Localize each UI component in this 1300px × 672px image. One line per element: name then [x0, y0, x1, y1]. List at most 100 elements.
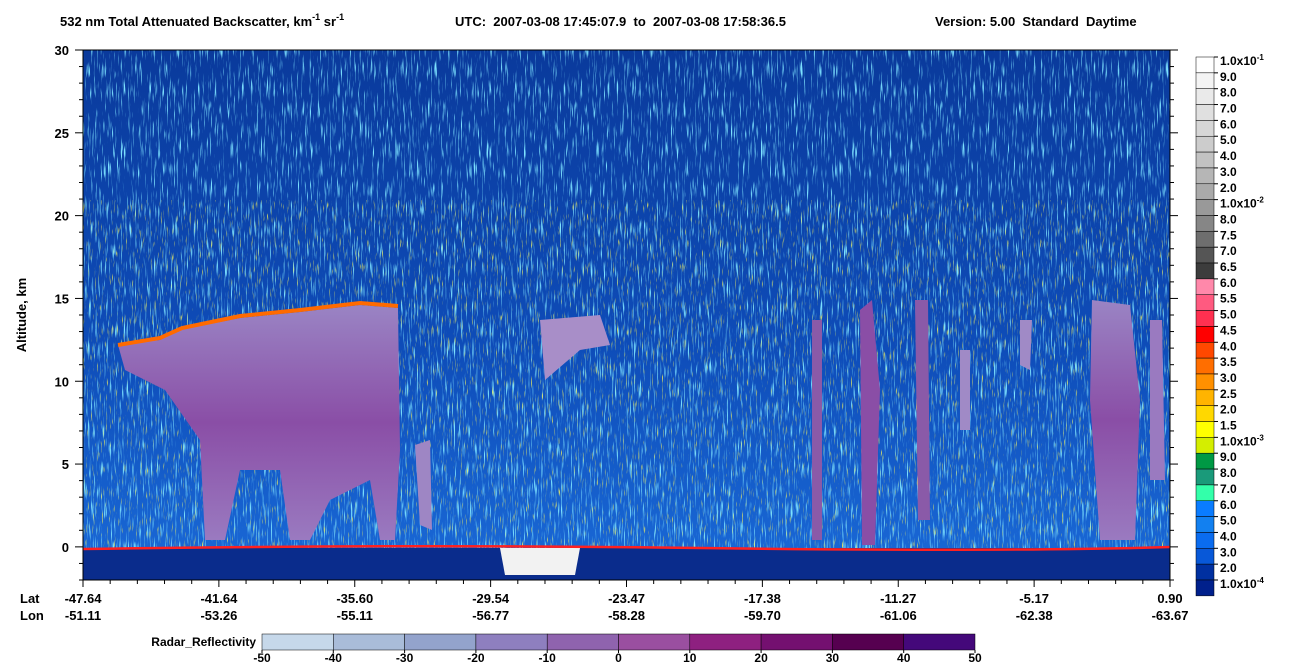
backscatter-image [83, 50, 1170, 580]
colorbar-cell [1195, 88, 1215, 105]
x-tick-label: -62.38 [1016, 608, 1053, 623]
x-tick-label: -63.67 [1152, 608, 1189, 623]
colorbar-cell [1195, 500, 1215, 517]
radar-colorbar-label: -30 [396, 651, 414, 665]
y-tick-label: 15 [55, 291, 69, 306]
radar-colorbar-label: 40 [897, 651, 911, 665]
colorbar-cell [1195, 183, 1215, 200]
colorbar-label: 7.0 [1220, 244, 1237, 258]
y-tick-label: 20 [55, 209, 69, 224]
radar-colorbar-cell [618, 633, 691, 651]
y-axis-label: Altitude, km [14, 278, 29, 352]
radar-colorbar-label: -50 [253, 651, 271, 665]
colorbar-cell [1195, 167, 1215, 185]
colorbar-cell [1195, 278, 1215, 295]
radar-colorbar-cell [404, 633, 477, 651]
colorbar-label: 3.0 [1220, 545, 1237, 559]
cloud [860, 300, 880, 545]
radar-colorbar-label: 20 [754, 651, 768, 665]
colorbar-cell [1195, 579, 1215, 597]
cloud [812, 320, 822, 540]
cloud [1090, 300, 1140, 540]
colorbar-cell [1195, 151, 1215, 169]
cloud-edge [117, 300, 399, 347]
x-tick-label: -61.06 [880, 608, 917, 623]
colorbar-label: 1.0x10-2 [1220, 196, 1264, 211]
colorbar-label: 5.0 [1220, 308, 1237, 322]
colorbar-label: 9.0 [1220, 70, 1237, 84]
colorbar-cell [1195, 72, 1215, 89]
chart-title: 532 nm Total Attenuated Backscatter, km-… [60, 12, 344, 29]
colorbar-cell [1195, 56, 1215, 74]
colorbar-cell [1195, 120, 1215, 137]
x-tick-label: -35.60 [336, 591, 373, 606]
y-tick-label: 10 [55, 374, 69, 389]
x-tick-label: -58.28 [608, 608, 645, 623]
colorbar-label: 6.0 [1220, 117, 1237, 131]
version-label: Version: 5.00 Standard Daytime [935, 14, 1137, 29]
colorbar-label: 2.0 [1220, 403, 1237, 417]
cloud [915, 300, 930, 520]
colorbar-label: 5.0 [1220, 514, 1237, 528]
cloud [118, 305, 400, 540]
radar-colorbar-cell [760, 633, 833, 651]
colorbar-label-base: 1.0x10 [1220, 577, 1257, 591]
colorbar-label: 2.0 [1220, 181, 1237, 195]
x-tick-label: -51.11 [65, 608, 101, 623]
colorbar-cell [1195, 310, 1215, 327]
surface-signal [500, 548, 580, 575]
colorbar-label-base: 1.0x10 [1220, 434, 1257, 448]
x-tick-label: -56.77 [472, 608, 509, 623]
colorbar-label: 7.0 [1220, 482, 1237, 496]
colorbar-label: 5.0 [1220, 133, 1237, 147]
colorbar-cell [1195, 342, 1215, 359]
x-tick-label: -47.64 [65, 591, 103, 606]
colorbar-cell [1195, 563, 1215, 581]
colorbar-label: 9.0 [1220, 450, 1237, 464]
colorbar-label-base: 1.0x10 [1220, 54, 1257, 68]
y-tick-label: 5 [62, 457, 69, 472]
colorbar-label: 4.0 [1220, 149, 1237, 163]
colorbar-label: 5.5 [1220, 292, 1237, 306]
cloud [540, 315, 610, 380]
colorbar-cell [1195, 532, 1215, 549]
radar-colorbar-cell [475, 633, 548, 651]
x-row-name: Lat [20, 591, 40, 606]
radar-colorbar-label: -40 [325, 651, 343, 665]
colorbar-cell [1195, 326, 1215, 343]
colorbar-cell [1195, 548, 1215, 565]
colorbar-label: 2.0 [1220, 561, 1237, 575]
x-tick-label: -53.26 [200, 608, 237, 623]
radar-colorbar-label: 50 [968, 651, 982, 665]
colorbar-cell [1195, 199, 1215, 216]
cloud [1020, 320, 1032, 370]
colorbar-label: 7.0 [1220, 102, 1237, 116]
colorbar-cell [1195, 294, 1215, 311]
colorbar-label: 7.5 [1220, 228, 1237, 242]
colorbar-label-exp: -2 [1257, 196, 1265, 205]
colorbar-label: 8.0 [1220, 86, 1237, 100]
colorbar-label: 8.0 [1220, 212, 1237, 226]
subsurface [83, 548, 1170, 580]
colorbar-cell [1195, 215, 1215, 232]
colorbar-label: 4.0 [1220, 339, 1237, 353]
radar-colorbar-cell [689, 633, 762, 651]
x-tick-label: -59.70 [744, 608, 781, 623]
colorbar-cell [1195, 246, 1215, 264]
colorbar-label: 6.0 [1220, 276, 1237, 290]
colorbar-cell [1195, 389, 1215, 406]
colorbar-label: 4.0 [1220, 529, 1237, 543]
colorbar-cell [1195, 516, 1215, 533]
radar-colorbar-label: 30 [826, 651, 840, 665]
radar-colorbar-cell [261, 633, 334, 651]
cloud [1150, 320, 1165, 480]
y-tick-label: 0 [62, 540, 69, 555]
colorbar-label: 3.0 [1220, 165, 1237, 179]
surface-line [83, 544, 1170, 552]
radar-colorbar-cell [903, 633, 976, 651]
radar-colorbar-title: Radar_Reflectivity [151, 635, 256, 649]
radar-colorbar-label: 10 [683, 651, 697, 665]
x-tick-label: -11.27 [880, 591, 916, 606]
title-text: sr [320, 14, 336, 29]
colorbar-label: 1.0x10-1 [1220, 53, 1264, 68]
